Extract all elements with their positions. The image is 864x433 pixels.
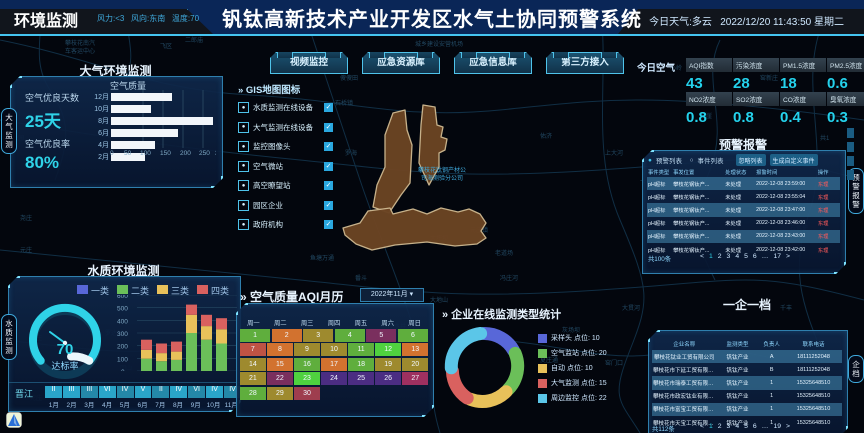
svg-text:元庄: 元庄 bbox=[20, 246, 32, 254]
svg-text:上大河: 上大河 bbox=[605, 149, 623, 157]
svg-text:100: 100 bbox=[117, 356, 128, 363]
svg-text:尧庄: 尧庄 bbox=[20, 214, 32, 222]
svg-text:车客运中心: 车客运中心 bbox=[65, 47, 95, 55]
svg-text:500: 500 bbox=[117, 306, 128, 313]
svg-text:番斗: 番斗 bbox=[355, 275, 367, 282]
svg-text:攀枝花南汽: 攀枝花南汽 bbox=[65, 39, 95, 47]
svg-text:二郎庙: 二郎庙 bbox=[185, 36, 203, 44]
svg-text:300: 300 bbox=[117, 331, 128, 338]
svg-text:石桥镇: 石桥镇 bbox=[335, 99, 353, 107]
svg-text:鱼塘万通: 鱼塘万通 bbox=[310, 254, 334, 262]
svg-text:150: 150 bbox=[160, 150, 171, 157]
svg-text:300: 300 bbox=[215, 150, 216, 157]
svg-text:50: 50 bbox=[124, 150, 132, 157]
svg-text:佑济: 佑济 bbox=[540, 132, 552, 140]
svg-text:600: 600 bbox=[117, 295, 128, 300]
svg-text:城乡建设安营机场: 城乡建设安营机场 bbox=[415, 40, 463, 48]
svg-text:0: 0 bbox=[121, 369, 125, 371]
svg-text:400: 400 bbox=[117, 318, 128, 325]
svg-text:冯庄河: 冯庄河 bbox=[500, 274, 518, 282]
svg-text:250: 250 bbox=[199, 150, 210, 157]
svg-text:200: 200 bbox=[180, 150, 191, 157]
svg-text:200: 200 bbox=[117, 344, 128, 351]
svg-text:0: 0 bbox=[110, 150, 114, 157]
svg-text:窑门口: 窑门口 bbox=[605, 359, 623, 367]
svg-text:傻傻田: 傻傻田 bbox=[340, 74, 358, 82]
svg-text:飞区: 飞区 bbox=[160, 43, 172, 50]
svg-text:100: 100 bbox=[140, 150, 151, 157]
